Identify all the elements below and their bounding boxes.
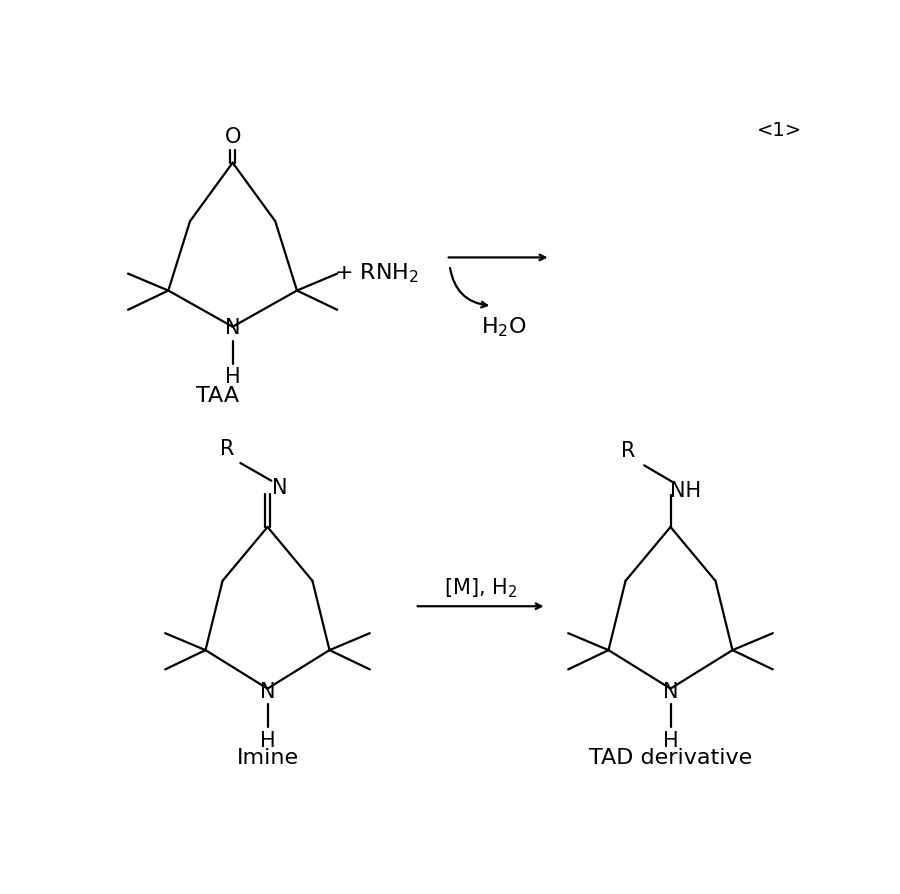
Text: R: R [622,442,635,461]
Text: N: N [272,478,288,499]
Text: NH: NH [670,481,702,501]
Text: N: N [225,318,240,338]
Text: H$_2$O: H$_2$O [481,315,526,339]
Text: TAA: TAA [195,386,239,406]
Text: Imine: Imine [237,748,299,768]
Text: H: H [662,731,679,751]
Text: + RNH$_2$: + RNH$_2$ [334,261,418,284]
Text: N: N [260,682,275,703]
Text: N: N [662,682,679,703]
Text: <1>: <1> [756,121,802,139]
Text: TAD derivative: TAD derivative [589,748,752,768]
Text: R: R [220,439,234,460]
Text: [M], H$_2$: [M], H$_2$ [444,577,518,601]
Text: H: H [225,367,240,387]
Text: H: H [260,731,275,751]
Text: O: O [224,127,241,147]
